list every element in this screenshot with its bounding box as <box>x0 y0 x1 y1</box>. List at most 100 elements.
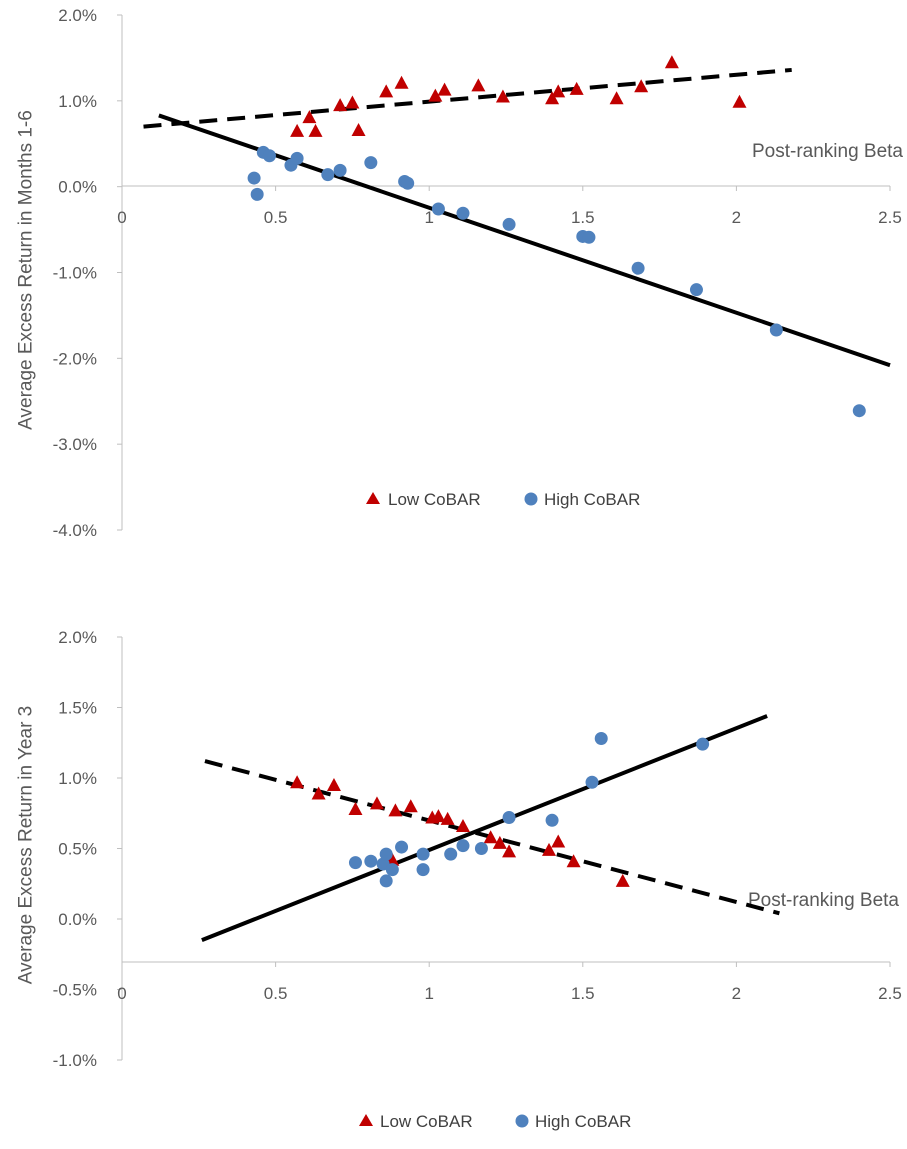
point-low-cobar <box>428 88 443 102</box>
point-low-cobar <box>326 778 341 792</box>
point-high-cobar <box>364 156 378 170</box>
point-low-cobar <box>471 78 486 92</box>
legend-label-high-cobar: High CoBAR <box>544 490 640 509</box>
legend-triangle-icon <box>359 1114 373 1126</box>
y-axis-title: Average Excess Return in Months 1-6 <box>16 110 37 430</box>
point-low-cobar <box>290 123 305 137</box>
legend-circle-icon <box>524 492 538 506</box>
point-high-cobar <box>456 839 470 853</box>
x-tick-label: 1 <box>424 984 433 1003</box>
trendline-low-cobar <box>143 67 792 129</box>
y-tick-label: 0.5% <box>58 840 97 859</box>
point-high-cobar <box>262 149 276 163</box>
point-high-cobar <box>631 261 645 275</box>
x-tick-label: 1 <box>424 208 433 227</box>
point-low-cobar <box>664 55 679 69</box>
point-low-cobar <box>394 75 409 89</box>
legend-label-high-cobar: High CoBAR <box>535 1112 631 1131</box>
point-low-cobar <box>502 844 517 858</box>
point-low-cobar <box>455 818 470 832</box>
x-tick-label: 1.5 <box>571 208 595 227</box>
y-tick-label: 1.5% <box>58 699 97 718</box>
chart-year-3: 2.0% 1.5% 1.0% 0.5% 0.0% -0.5% -1.0% 0 0.5 1 1.5 2 2… <box>16 628 902 1131</box>
point-low-cobar <box>302 110 317 124</box>
point-high-cobar <box>247 171 261 185</box>
x-tick-label: 2.5 <box>878 984 902 1003</box>
point-low-cobar <box>369 796 384 810</box>
point-high-cobar <box>333 163 347 177</box>
point-low-cobar <box>492 835 507 849</box>
point-low-cobar <box>609 91 624 105</box>
y-tick-label: 1.0% <box>58 769 97 788</box>
point-high-cobar <box>456 206 470 220</box>
point-low-cobar <box>308 123 323 137</box>
point-high-cobar <box>395 840 409 854</box>
point-high-cobar <box>594 732 608 746</box>
point-high-cobar <box>444 847 458 861</box>
point-low-cobar <box>345 95 360 109</box>
y-tick-label: 0.0% <box>58 910 97 929</box>
x-tick-label: 0 <box>117 208 126 227</box>
point-high-cobar <box>416 863 430 877</box>
y-tick-label: 1.0% <box>58 92 97 111</box>
point-low-cobar <box>551 834 566 848</box>
point-low-cobar <box>311 786 326 800</box>
trendline-high-cobar <box>201 714 768 943</box>
point-high-cobar <box>250 187 264 201</box>
point-low-cobar <box>333 98 348 112</box>
y-tick-label: 2.0% <box>58 628 97 647</box>
point-low-cobar <box>569 81 584 95</box>
y-tick-label: -2.0% <box>53 349 97 368</box>
x-tick-label: 0.5 <box>264 208 288 227</box>
point-high-cobar <box>385 863 399 877</box>
point-low-cobar <box>542 842 557 856</box>
chart-months-1-6: 2.0% 1.0% 0.0% -1.0% -2.0% -3.0% -4.0% 0 0.5 1 1.5… <box>16 6 904 540</box>
point-high-cobar <box>502 217 516 231</box>
point-high-cobar <box>416 847 430 861</box>
x-tick-label: 2.5 <box>878 208 902 227</box>
point-low-cobar <box>634 79 649 93</box>
point-low-cobar <box>437 82 452 96</box>
y-tick-label: 2.0% <box>58 6 97 25</box>
point-high-cobar <box>502 810 516 824</box>
x-axis-title: Post-ranking Beta <box>748 890 899 911</box>
x-tick-label: 0.5 <box>264 984 288 1003</box>
point-low-cobar <box>495 89 510 103</box>
x-tick-label: 0 <box>117 984 126 1003</box>
point-high-cobar <box>290 151 304 165</box>
point-low-cobar <box>403 799 418 813</box>
point-high-cobar <box>582 230 596 244</box>
legend-circle-icon <box>515 1114 529 1128</box>
point-high-cobar <box>401 176 415 190</box>
point-high-cobar <box>348 856 362 870</box>
point-high-cobar <box>321 168 335 182</box>
point-high-cobar <box>852 404 866 418</box>
point-high-cobar <box>689 283 703 297</box>
y-tick-label: -0.5% <box>53 981 97 1000</box>
y-tick-label: -1.0% <box>53 1051 97 1070</box>
point-low-cobar <box>615 873 630 887</box>
point-low-cobar <box>551 84 566 98</box>
legend-label-low-cobar: Low CoBAR <box>388 490 481 509</box>
point-low-cobar <box>388 803 403 817</box>
point-low-cobar <box>431 809 446 823</box>
point-low-cobar <box>440 811 455 825</box>
point-low-cobar <box>379 84 394 98</box>
point-low-cobar <box>351 123 366 137</box>
point-low-cobar <box>290 775 305 789</box>
point-low-cobar <box>732 94 747 108</box>
point-low-cobar <box>483 830 498 844</box>
y-tick-label: -4.0% <box>53 521 97 540</box>
legend-label-low-cobar: Low CoBAR <box>380 1112 473 1131</box>
point-high-cobar <box>364 854 378 868</box>
point-high-cobar <box>379 874 393 888</box>
x-tick-label: 2 <box>732 984 741 1003</box>
point-low-cobar <box>566 854 581 868</box>
y-tick-label: -3.0% <box>53 435 97 454</box>
trendline-high-cobar <box>158 113 891 368</box>
point-high-cobar <box>696 737 710 751</box>
x-axis-title: Post-ranking Beta <box>752 141 903 162</box>
point-low-cobar <box>545 91 560 105</box>
point-high-cobar <box>585 775 599 789</box>
